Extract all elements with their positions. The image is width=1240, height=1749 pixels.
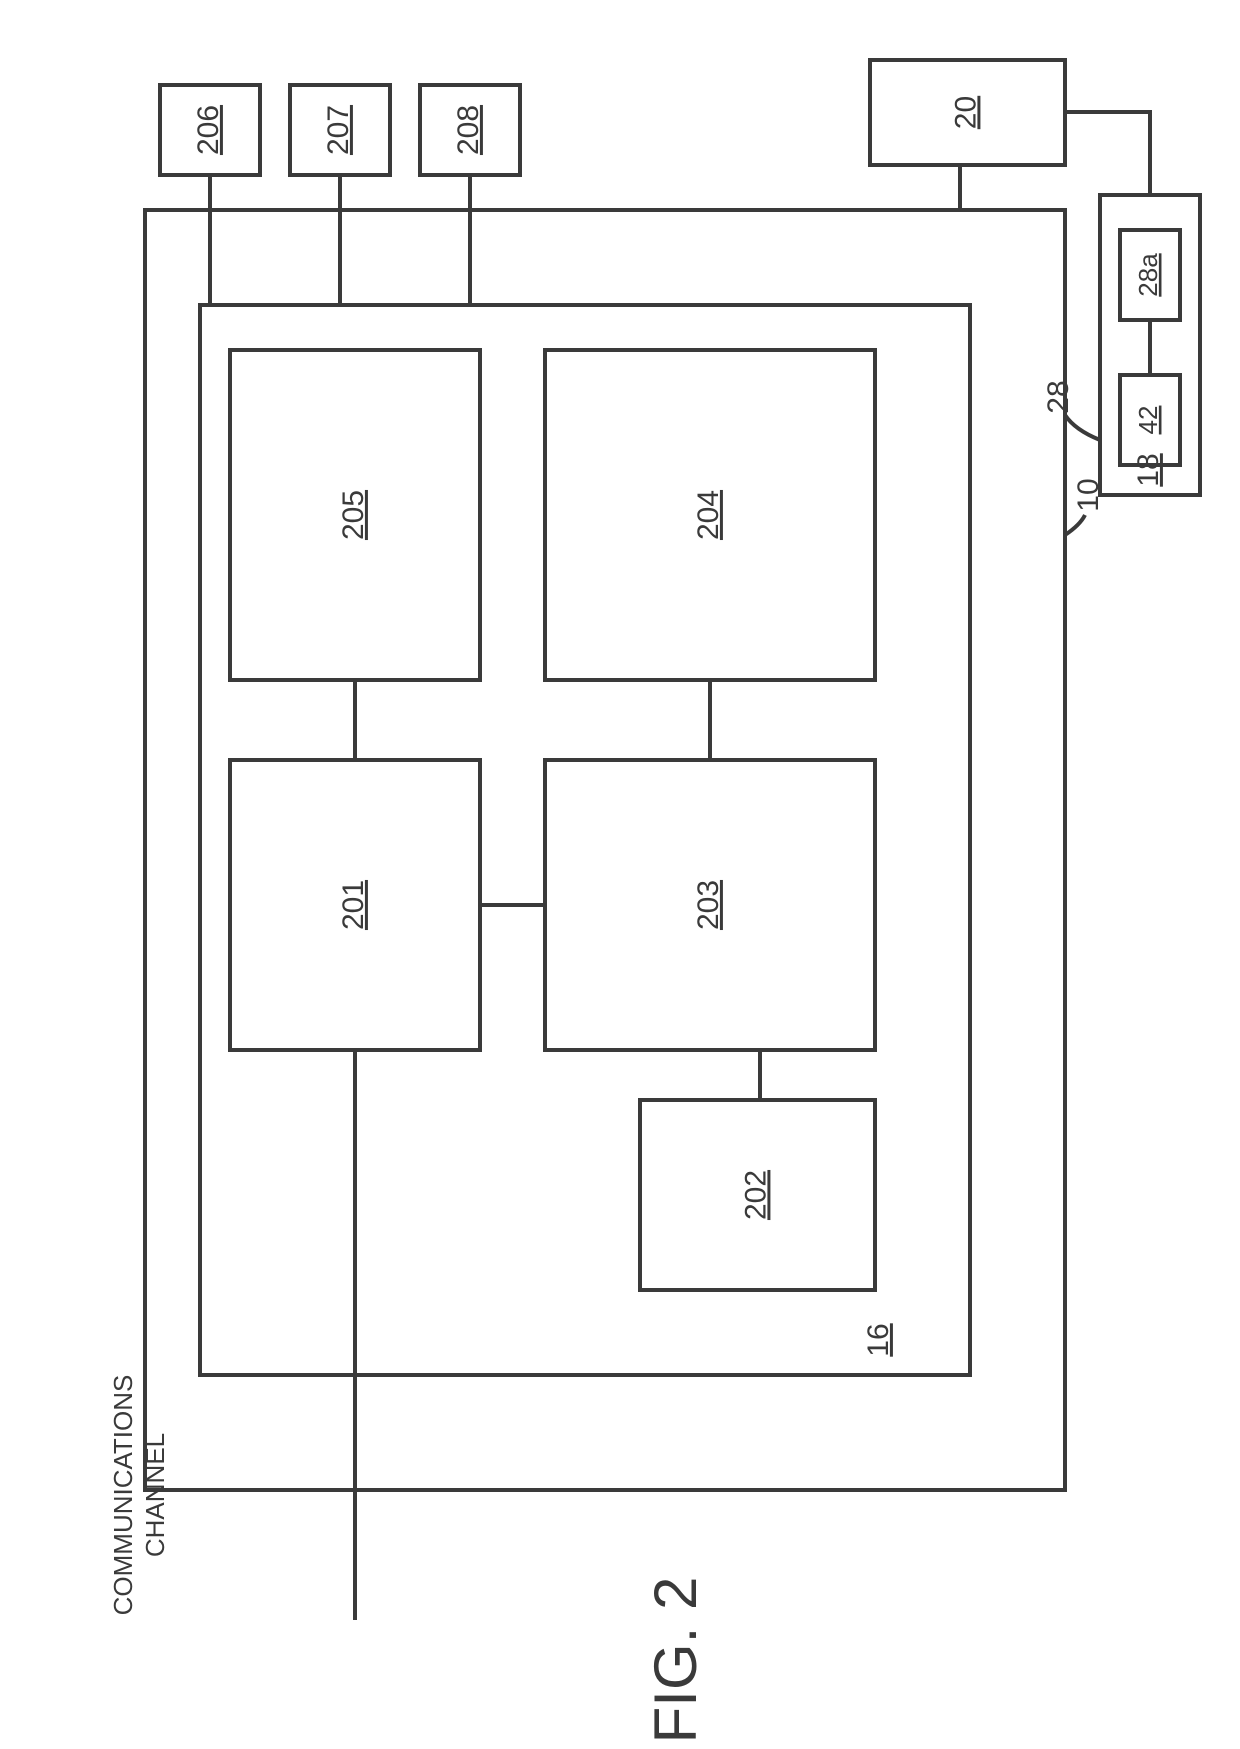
label-201: 201 [337, 880, 370, 930]
label-16: 16 [862, 1323, 895, 1356]
label-28a: 28a [1133, 253, 1163, 297]
label-206: 206 [192, 105, 225, 155]
label-203: 203 [692, 880, 725, 930]
label-204: 204 [692, 490, 725, 540]
label-28: 28 [1042, 380, 1075, 413]
label-18: 18 [1132, 453, 1165, 486]
figure-title: FIG. 2 [642, 1577, 709, 1744]
label-202: 202 [739, 1170, 772, 1220]
label-comm-2: CHANNEL [140, 1433, 170, 1557]
label-comm-1: COMMUNICATIONS [108, 1375, 138, 1616]
label-207: 207 [322, 105, 355, 155]
label-205: 205 [337, 490, 370, 540]
canvas-bg [0, 0, 1240, 1749]
label-42: 42 [1133, 406, 1163, 435]
label-20: 20 [949, 96, 982, 129]
label-208: 208 [452, 105, 485, 155]
